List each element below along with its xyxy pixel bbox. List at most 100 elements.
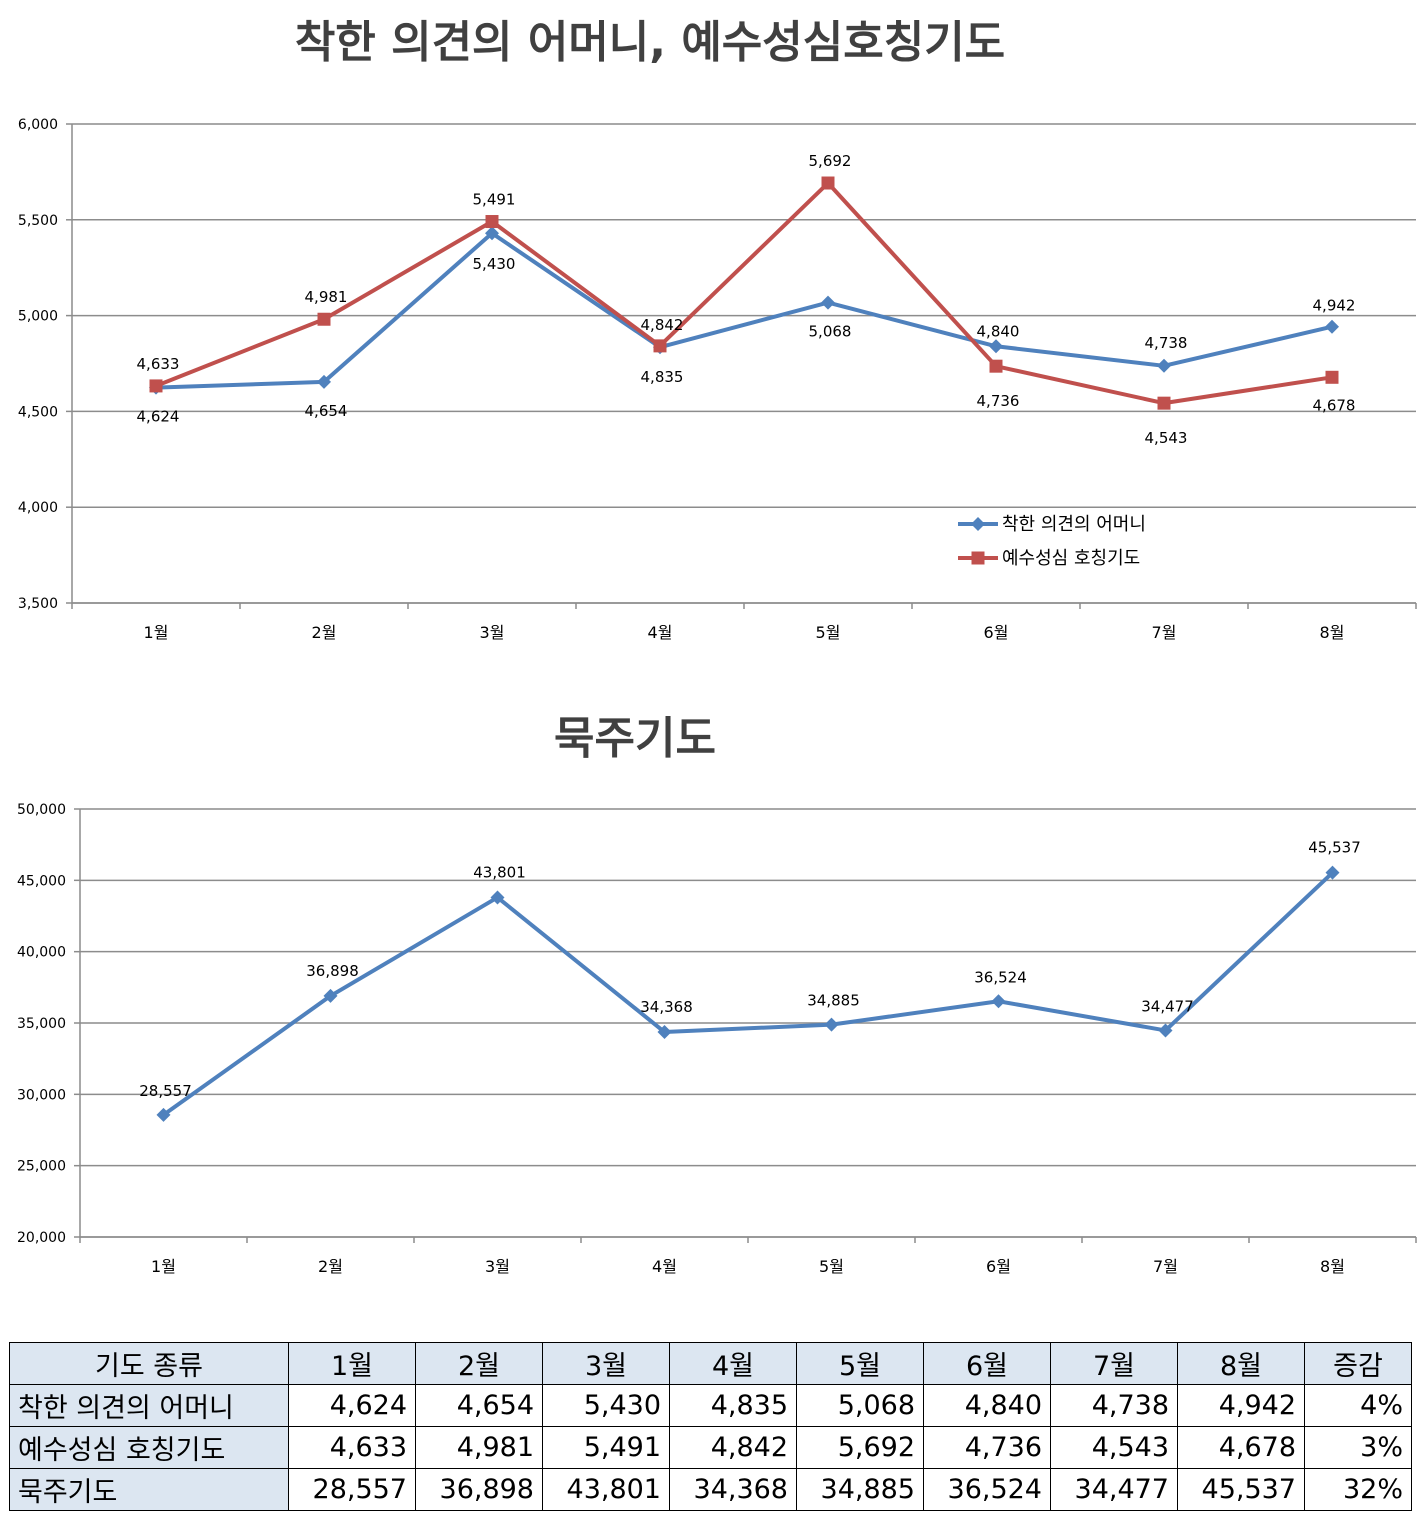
- data-point: [653, 339, 667, 353]
- y-tick-label: 6,000: [18, 117, 58, 133]
- table-header-cell: 4월: [669, 1342, 797, 1385]
- data-point: [821, 176, 835, 190]
- table-cell: 4,835: [669, 1384, 797, 1427]
- data-label: 5,430: [473, 255, 516, 273]
- y-tick-label: 45,000: [17, 873, 66, 889]
- y-tick-label: 4,000: [18, 500, 58, 516]
- table-cell: 4,624: [288, 1384, 416, 1427]
- table-cell-change: 32%: [1304, 1468, 1412, 1511]
- table-cell: 34,477: [1050, 1468, 1178, 1511]
- table-cell: 28,557: [288, 1468, 416, 1511]
- data-point: [1157, 358, 1171, 373]
- chart1-plot: 6,000 5,500 5,000 4,500 4,000 3,500 1월 2월 3월 4월 5월…: [18, 117, 1417, 642]
- data-label: 4,633: [137, 355, 180, 373]
- x-tick-label: 2월: [312, 623, 337, 642]
- y-tick-label: 5,500: [18, 213, 58, 229]
- data-point: [317, 374, 331, 389]
- x-tick-label: 4월: [648, 623, 673, 642]
- chart1-title: 착한 의견의 어머니, 예수성심호칭기도: [294, 17, 1006, 68]
- y-tick-label: 4,500: [18, 404, 58, 420]
- x-tick-label: 2월: [318, 1257, 343, 1276]
- data-point: [991, 994, 1006, 1009]
- data-label: 4,835: [641, 368, 684, 386]
- table-row-label: 착한 의견의 어머니: [9, 1384, 289, 1427]
- data-label: 5,491: [473, 191, 516, 209]
- table-header-cell: 5월: [796, 1342, 924, 1385]
- data-point: [657, 1025, 672, 1040]
- data-point: [149, 379, 163, 393]
- series-line: [155, 181, 1333, 406]
- data-point: [490, 890, 505, 905]
- table-cell: 4,981: [415, 1426, 543, 1469]
- table-cell: 4,842: [669, 1426, 797, 1469]
- data-label: 36,898: [306, 962, 359, 980]
- x-tick-label: 5월: [819, 1257, 844, 1276]
- x-tick-label: 1월: [151, 1257, 176, 1276]
- x-tick-label: 4월: [652, 1257, 677, 1276]
- data-point: [989, 339, 1003, 354]
- data-point: [1325, 370, 1339, 384]
- table-cell: 34,368: [669, 1468, 797, 1511]
- data-label: 4,942: [1313, 297, 1356, 315]
- data-point: [323, 988, 338, 1003]
- table-cell: 43,801: [542, 1468, 670, 1511]
- y-tick-label: 35,000: [17, 1016, 66, 1032]
- x-tick-label: 1월: [144, 623, 169, 642]
- table-cell: 36,524: [923, 1468, 1051, 1511]
- data-label: 36,524: [974, 968, 1027, 986]
- table-row: 묵주기도 28,557 36,898 43,801 34,368 34,885 …: [9, 1468, 1412, 1511]
- table-cell: 4,654: [415, 1384, 543, 1427]
- legend-marker: [971, 517, 985, 531]
- table-header-cell: 8월: [1177, 1342, 1305, 1385]
- data-label: 34,885: [807, 992, 860, 1010]
- table-header-cell: 7월: [1050, 1342, 1178, 1385]
- table-cell: 5,491: [542, 1426, 670, 1469]
- data-label: 28,557: [139, 1082, 192, 1100]
- data-point: [485, 215, 499, 229]
- x-tick-label: 7월: [1153, 1257, 1178, 1276]
- table-header-cell: 기도 종류: [9, 1342, 289, 1385]
- data-point: [485, 226, 499, 241]
- data-label: 4,981: [305, 288, 348, 306]
- x-tick-label: 3월: [485, 1257, 510, 1276]
- data-label: 45,537: [1308, 839, 1361, 857]
- table-row-label: 예수성심 호칭기도: [9, 1426, 289, 1469]
- table-header-cell: 증감: [1304, 1342, 1412, 1385]
- data-label: 5,068: [809, 323, 852, 341]
- data-label: 4,543: [1145, 429, 1188, 447]
- table-cell-change: 3%: [1304, 1426, 1412, 1469]
- table-cell: 4,840: [923, 1384, 1051, 1427]
- data-point: [989, 359, 1003, 373]
- series-line: [155, 231, 1333, 390]
- x-tick-label: 6월: [984, 623, 1009, 642]
- table-cell-change: 4%: [1304, 1384, 1412, 1427]
- data-point: [1157, 396, 1171, 410]
- table-row: 착한 의견의 어머니 4,624 4,654 5,430 4,835 5,068…: [9, 1384, 1412, 1427]
- y-tick-label: 25,000: [17, 1159, 66, 1175]
- table-cell: 4,738: [1050, 1384, 1178, 1427]
- chart2-plot: 50,000 45,000 40,000 35,000 30,000 25,000 20,0…: [17, 802, 1417, 1276]
- data-point: [1325, 319, 1339, 334]
- table-cell: 34,885: [796, 1468, 924, 1511]
- data-label: 4,624: [137, 408, 180, 426]
- data-point: [317, 312, 331, 326]
- legend-label: 착한 의견의 어머니: [1002, 514, 1146, 535]
- table-cell: 4,942: [1177, 1384, 1305, 1427]
- y-tick-label: 30,000: [17, 1087, 66, 1103]
- x-tick-label: 3월: [480, 623, 505, 642]
- x-tick-label: 7월: [1152, 623, 1177, 642]
- table-row: 예수성심 호칭기도 4,633 4,981 5,491 4,842 5,692 …: [9, 1426, 1412, 1469]
- data-label: 5,692: [809, 152, 852, 170]
- table-cell: 36,898: [415, 1468, 543, 1511]
- data-point: [824, 1017, 839, 1032]
- table-header-cell: 2월: [415, 1342, 543, 1385]
- x-tick-label: 5월: [816, 623, 841, 642]
- table-header-cell: 6월: [923, 1342, 1051, 1385]
- series-line: [162, 871, 1334, 1117]
- table-cell: 4,736: [923, 1426, 1051, 1469]
- data-label: 4,736: [977, 392, 1020, 410]
- table-cell: 4,678: [1177, 1426, 1305, 1469]
- table-cell: 4,633: [288, 1426, 416, 1469]
- table-header-cell: 1월: [288, 1342, 416, 1385]
- data-point: [1325, 865, 1340, 880]
